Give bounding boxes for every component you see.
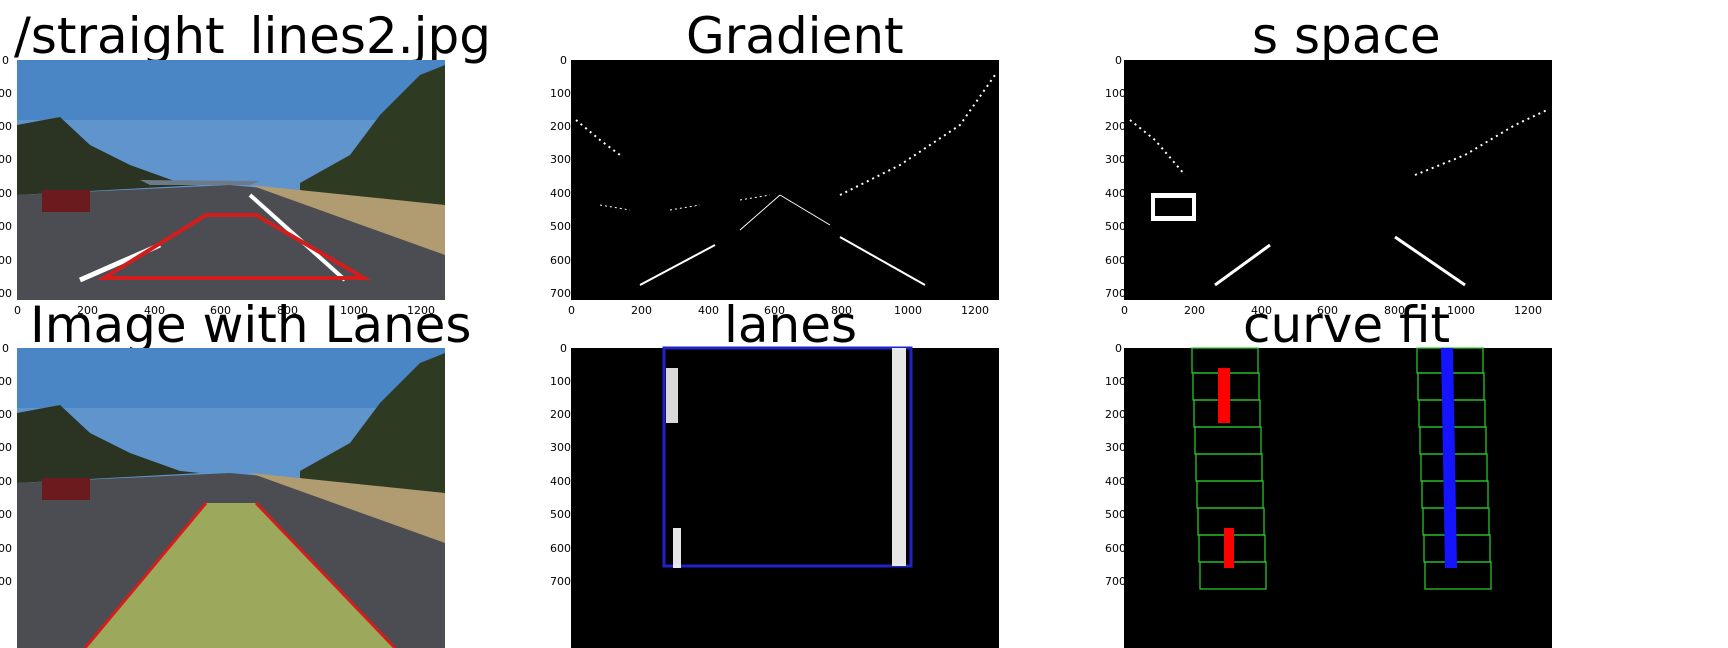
y-tick: 400 [550, 475, 571, 488]
y-tick: 0 [2, 55, 9, 67]
y-tick: 400 [1105, 187, 1126, 200]
y-tick: 700 [550, 575, 571, 588]
y-tick: 300 [550, 441, 571, 454]
x-axis-ticks: 0 200 400 600 800 1000 1200 [14, 304, 435, 315]
x-tick: 0 [14, 304, 21, 315]
y-tick: 200 [1105, 408, 1126, 421]
y-tick: 100 [550, 87, 571, 100]
y-tick: 00 [0, 508, 12, 521]
x-tick: 400 [144, 304, 165, 315]
y-tick: 0 [560, 343, 567, 355]
x-tick: 600 [764, 304, 785, 315]
gradient-panel: 0 100 200 300 400 500 600 700 0 200 400 … [540, 55, 1010, 315]
y-tick: 700 [1105, 287, 1126, 300]
x-axis-ticks: 0 200 400 600 800 1000 1200 [568, 304, 989, 315]
y-axis-ticks: 0 00 00 00 00 00 00 00 [0, 343, 12, 588]
y-tick: 600 [550, 254, 571, 267]
panel-title-lanes: lanes [724, 296, 858, 354]
y-tick: 300 [550, 153, 571, 166]
y-tick: 00 [0, 287, 12, 300]
curve-fit-panel: 0 100 200 300 400 500 600 700 [1095, 343, 1565, 648]
x-tick: 1000 [1447, 304, 1475, 315]
y-tick: 100 [1105, 87, 1126, 100]
y-tick: 200 [550, 408, 571, 421]
y-tick: 0 [1115, 343, 1122, 355]
y-tick: 400 [1105, 475, 1126, 488]
y-tick: 0 [1115, 55, 1122, 67]
y-tick: 00 [0, 120, 12, 133]
y-tick: 400 [550, 187, 571, 200]
y-tick: 600 [550, 542, 571, 555]
x-tick: 800 [277, 304, 298, 315]
x-tick: 200 [631, 304, 652, 315]
y-tick: 00 [0, 408, 12, 421]
y-tick: 00 [0, 542, 12, 555]
panel-title-gradient: Gradient [686, 7, 904, 65]
y-tick: 500 [550, 220, 571, 233]
y-axis-ticks: 0 100 200 300 400 500 600 700 [550, 343, 571, 588]
s-space-binary-image [1124, 60, 1552, 300]
y-tick: 00 [0, 220, 12, 233]
y-tick: 300 [1105, 441, 1126, 454]
x-tick: 1000 [894, 304, 922, 315]
y-tick: 00 [0, 475, 12, 488]
y-tick: 00 [0, 87, 12, 100]
y-tick: 00 [0, 187, 12, 200]
s-space-panel: 0 100 200 300 400 500 600 700 0 200 400 … [1095, 55, 1565, 315]
y-tick: 0 [560, 55, 567, 67]
y-tick: 00 [0, 153, 12, 166]
x-tick: 0 [1121, 304, 1128, 315]
x-tick: 1200 [1514, 304, 1542, 315]
y-axis-ticks: 0 100 200 300 400 500 600 700 [1105, 343, 1126, 588]
panel-title-curve-fit: curve fit [1243, 296, 1451, 354]
y-tick: 700 [550, 287, 571, 300]
lanes-warped-image [571, 346, 999, 648]
gradient-binary-image [571, 60, 999, 300]
panel-title-original: /straight_lines2.jpg [14, 7, 491, 65]
x-tick: 600 [210, 304, 231, 315]
original-photo [17, 60, 445, 300]
image-with-lanes-panel: 0 00 00 00 00 00 00 00 [0, 343, 460, 648]
x-tick: 1000 [340, 304, 368, 315]
x-tick: 1200 [407, 304, 435, 315]
y-tick: 00 [0, 575, 12, 588]
x-tick: 400 [1251, 304, 1272, 315]
x-tick: 600 [1317, 304, 1338, 315]
x-tick: 0 [568, 304, 575, 315]
y-tick: 700 [1105, 575, 1126, 588]
y-axis-ticks: 0 100 200 300 400 500 600 700 [550, 55, 571, 300]
y-tick: 0 [2, 343, 9, 355]
x-tick: 800 [831, 304, 852, 315]
lanes-panel: 0 100 200 300 400 500 600 700 [540, 343, 1010, 648]
y-axis-ticks: 0 100 200 300 400 500 600 700 [1105, 55, 1126, 300]
original-image-panel: 0 00 00 00 00 00 00 00 0 200 400 600 800… [0, 55, 460, 315]
panel-title-s-space: s space [1252, 7, 1441, 65]
curve-fit-image [1124, 347, 1552, 648]
x-tick: 1200 [961, 304, 989, 315]
y-tick: 600 [1105, 542, 1126, 555]
x-tick: 400 [698, 304, 719, 315]
overlay-photo [17, 348, 445, 648]
y-tick: 00 [0, 254, 12, 267]
y-axis-ticks: 0 00 00 00 00 00 00 00 [0, 55, 12, 300]
x-tick: 200 [1184, 304, 1205, 315]
panel-title-image-with-lanes: Image with Lanes [30, 296, 472, 354]
y-tick: 200 [1105, 120, 1126, 133]
y-tick: 00 [0, 375, 12, 388]
y-tick: 500 [550, 508, 571, 521]
y-tick: 200 [550, 120, 571, 133]
y-tick: 500 [1105, 508, 1126, 521]
y-tick: 100 [550, 375, 571, 388]
y-tick: 500 [1105, 220, 1126, 233]
y-tick: 300 [1105, 153, 1126, 166]
y-tick: 100 [1105, 375, 1126, 388]
x-tick: 800 [1384, 304, 1405, 315]
y-tick: 00 [0, 441, 12, 454]
x-axis-ticks: 0 200 400 600 800 1000 1200 [1121, 304, 1542, 315]
y-tick: 600 [1105, 254, 1126, 267]
x-tick: 200 [77, 304, 98, 315]
